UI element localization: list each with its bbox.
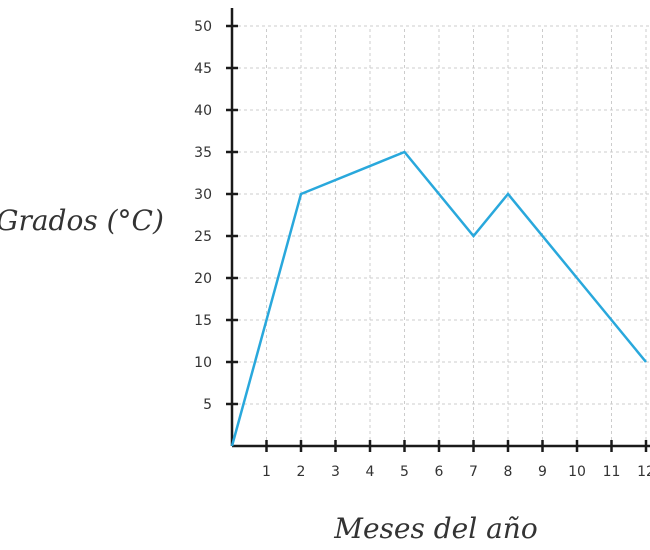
x-tick-label: 7: [469, 464, 478, 480]
y-tick-label: 25: [194, 229, 212, 245]
y-tick-label: 5: [203, 397, 212, 413]
x-tick-label: 9: [538, 464, 547, 480]
x-tick-label: 4: [366, 464, 375, 480]
y-tick-label: 30: [194, 187, 212, 203]
y-tick-label: 40: [194, 103, 212, 119]
x-axis-title: Meses del año: [333, 512, 537, 545]
y-tick-label: 10: [194, 355, 212, 371]
x-tick-label: 2: [297, 464, 306, 480]
y-tick-label: 50: [194, 19, 212, 35]
y-axis-title: Grados (°C): [0, 204, 164, 237]
x-tick-label: 12: [637, 464, 650, 480]
y-tick-label: 20: [194, 271, 212, 287]
x-tick-label: 3: [331, 464, 340, 480]
axis-layer: [230, 8, 650, 448]
x-tick-label: 5: [400, 464, 409, 480]
x-tick-label: 10: [568, 464, 586, 480]
tick-layer: 5101520253035404550123456789101112: [194, 19, 650, 480]
y-tick-label: 15: [194, 313, 212, 329]
y-tick-label: 45: [194, 61, 212, 77]
series-layer: [230, 150, 647, 447]
x-tick-label: 1: [262, 464, 271, 480]
x-tick-label: 6: [435, 464, 444, 480]
grid-layer: [232, 25, 650, 446]
y-tick-label: 35: [194, 145, 212, 161]
x-tick-label: 8: [504, 464, 513, 480]
x-tick-label: 11: [603, 464, 621, 480]
